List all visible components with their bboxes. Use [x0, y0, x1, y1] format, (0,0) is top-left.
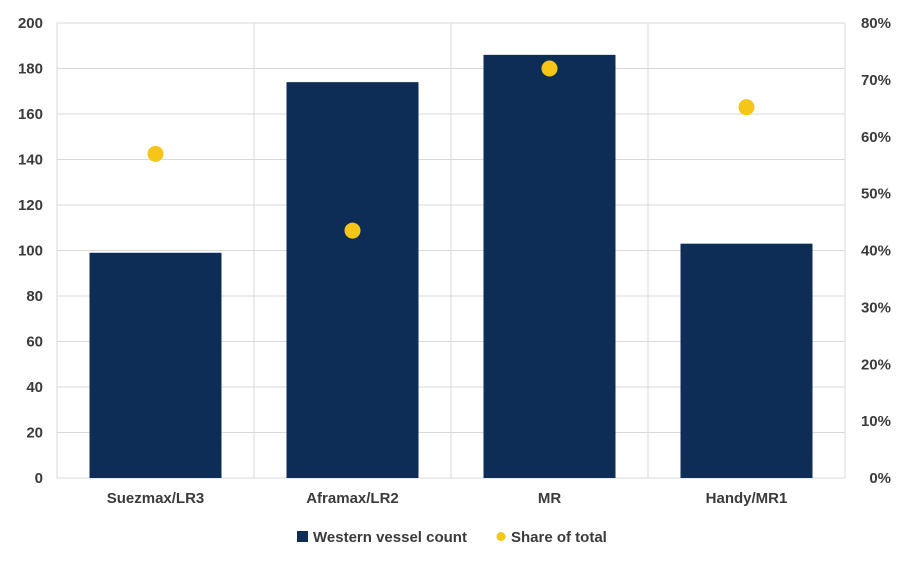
y2-tick-label: 10%: [861, 413, 891, 430]
y2-tick-label: 70%: [861, 72, 891, 89]
left-axis-ticks: 0 20 40 60 80 100 120 140 160 180 200: [18, 15, 43, 487]
y-tick-label: 60: [26, 334, 43, 351]
y2-tick-label: 30%: [861, 299, 891, 316]
y2-tick-label: 40%: [861, 243, 891, 260]
y2-tick-label: 80%: [861, 15, 891, 32]
y-tick-label: 160: [18, 106, 43, 123]
y-tick-label: 140: [18, 152, 43, 169]
point-suezmax-lr3: [147, 145, 164, 162]
y-tick-label: 80: [26, 288, 43, 305]
point-series: [147, 60, 755, 239]
y-tick-label: 200: [18, 15, 43, 32]
y-tick-label: 120: [18, 197, 43, 214]
y2-tick-label: 20%: [861, 356, 891, 373]
bar-suezmax-lr3: [89, 252, 222, 478]
x-tick-label: MR: [538, 490, 561, 507]
y-tick-label: 20: [26, 425, 43, 442]
point-aframax-lr2: [344, 222, 361, 239]
y2-tick-label: 60%: [861, 129, 891, 146]
point-handy-mr1: [738, 99, 755, 116]
x-tick-label: Handy/MR1: [706, 490, 788, 507]
legend-swatch-point: [496, 532, 506, 541]
bar-mr: [483, 54, 616, 478]
bar-aframax-lr2: [286, 82, 419, 479]
x-tick-label: Suezmax/LR3: [107, 490, 205, 507]
legend-swatch-bar: [297, 531, 308, 542]
x-tick-label: Aframax/LR2: [306, 490, 399, 507]
y-tick-label: 0: [35, 470, 43, 487]
bar-handy-mr1: [680, 243, 813, 478]
grid: [56, 22, 846, 479]
y2-tick-label: 50%: [861, 186, 891, 203]
y-tick-label: 180: [18, 61, 43, 78]
bar-series: [89, 54, 813, 479]
legend: Western vessel count Share of total: [297, 529, 607, 546]
category-labels: Suezmax/LR3 Aframax/LR2 MR Handy/MR1: [107, 490, 788, 507]
y2-tick-label: 0%: [869, 470, 891, 487]
legend-label-point: Share of total: [511, 529, 607, 546]
y-tick-label: 40: [26, 379, 43, 396]
point-mr: [541, 60, 558, 77]
y-tick-label: 100: [18, 243, 43, 260]
right-axis-ticks: 0% 10% 20% 30% 40% 50% 60% 70% 80%: [861, 15, 891, 487]
legend-label-bar: Western vessel count: [313, 529, 467, 546]
